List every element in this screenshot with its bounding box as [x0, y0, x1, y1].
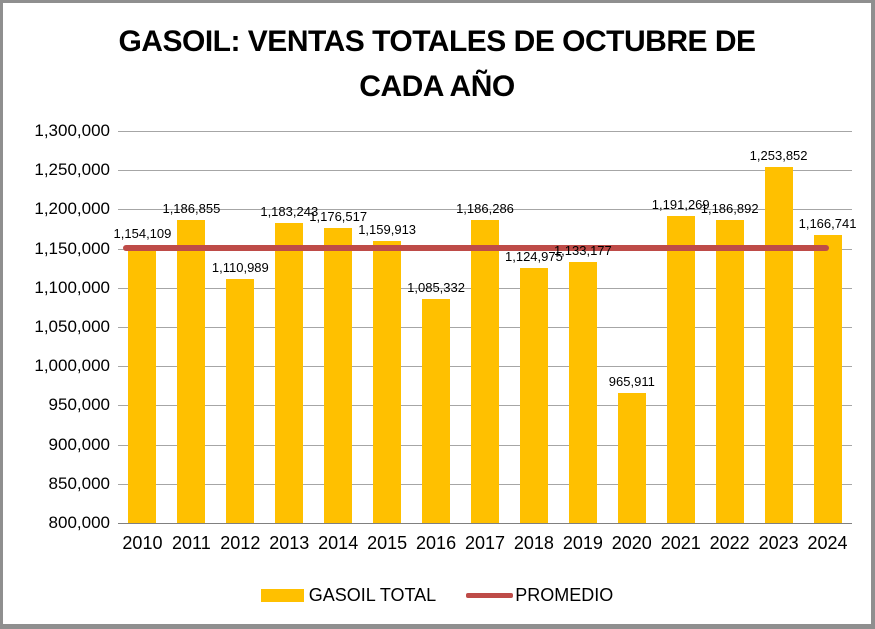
bar-label-2011: 1,186,855	[162, 200, 221, 216]
x-axis-tick-label: 2010	[122, 533, 163, 553]
bar-2013	[275, 222, 304, 523]
x-axis-tick-label: 2018	[513, 533, 554, 553]
plot-area: 1,300,000 1,250,000 1,200,000 1,150,000 1,10…	[3, 3, 871, 624]
gasoil-total-legend-swatch	[260, 589, 304, 602]
bar-2012	[226, 279, 255, 523]
promedio-legend-label: PROMEDIO	[515, 585, 614, 605]
y-axis-tick-label: 900,000	[48, 434, 110, 454]
x-axis-tick-label: 2011	[172, 533, 211, 553]
gridline	[118, 131, 852, 132]
promedio-legend-swatch	[466, 593, 514, 598]
y-axis-tick-label: 1,100,000	[34, 277, 110, 297]
bar-label-2018: 1,124,975	[505, 249, 563, 265]
x-axis-tick-label: 2016	[416, 533, 457, 553]
bar-2014	[324, 227, 353, 523]
x-axis-tick-label: 2012	[220, 533, 261, 553]
bar-2011	[177, 219, 206, 523]
x-axis-tick-label: 2014	[318, 533, 359, 553]
x-axis-tick-label: 2022	[709, 533, 750, 553]
bar-label-2022: 1,186,892	[700, 200, 759, 216]
gridline	[118, 170, 852, 172]
x-axis-tick-label: 2017	[464, 533, 506, 553]
bar-label-2023: 1,253,852	[749, 148, 808, 164]
y-axis-tick-label: 800,000	[48, 513, 110, 532]
x-axis-tick-label: 2020	[611, 533, 652, 553]
y-axis-tick-label: 850,000	[48, 473, 110, 493]
x-axis-line	[118, 523, 852, 524]
x-axis-tick-label: 2015	[367, 533, 408, 553]
chart-title-line2: CADA AÑO	[359, 70, 515, 103]
y-axis-tick-label: 1,200,000	[34, 199, 110, 219]
x-axis-tick-label: 2023	[758, 533, 799, 553]
x-axis-tick-label: 2021	[660, 533, 701, 553]
bar-2016	[422, 299, 451, 523]
bar-2023	[764, 167, 793, 523]
promedio-line	[123, 244, 829, 251]
bar-label-2016: 1,085,332	[407, 280, 465, 296]
bar-2018	[519, 268, 548, 523]
y-axis-tick-label: 1,150,000	[34, 238, 110, 258]
bar-label-2020: 965,911	[608, 373, 655, 389]
x-axis-tick-label: 2019	[562, 533, 603, 553]
legend: GASOIL TOTAL PROMEDIO	[3, 585, 871, 606]
bar-2020	[617, 392, 646, 523]
bar-2015	[373, 240, 402, 523]
y-axis-tick-label: 1,050,000	[34, 317, 110, 336]
bar-label-2010: 1,154,109	[113, 226, 172, 242]
bar-label-2015: 1,159,913	[358, 221, 417, 237]
bar-2021	[666, 216, 695, 523]
bar-label-2013: 1,183,243	[260, 203, 319, 219]
y-axis-tick-label: 1,250,000	[34, 160, 110, 180]
y-axis-tick-label: 1,300,000	[34, 121, 110, 140]
bar-label-2014: 1,176,517	[309, 208, 368, 224]
bar-label-2019: 1,133,177	[553, 242, 612, 258]
x-axis-tick-label: 2024	[807, 533, 848, 553]
bar-2024	[813, 235, 842, 523]
bar-2022	[715, 219, 744, 523]
bar-2010	[128, 245, 157, 523]
x-axis-tick-label: 2013	[269, 533, 310, 553]
bar-label-2024: 1,166,741	[798, 216, 857, 232]
bar-label-2017: 1,186,286	[456, 201, 514, 217]
y-axis-tick-label: 950,000	[48, 395, 110, 415]
chart-title-line1: GASOIL: VENTAS TOTALES DE OCTUBRE DE	[118, 25, 756, 58]
gasoil-total-legend-label: GASOIL TOTAL	[308, 585, 437, 605]
bar-2017	[471, 220, 499, 523]
bar-2019	[568, 261, 597, 523]
gridline	[118, 209, 852, 211]
bar-label-2021: 1,191,269	[651, 197, 710, 213]
bar-label-2012: 1,110,989	[211, 260, 269, 276]
y-axis-tick-label: 1,000,000	[34, 356, 110, 376]
chart-title: GASOIL: VENTAS TOTALES DE OCTUBRE DE CAD…	[3, 19, 871, 109]
